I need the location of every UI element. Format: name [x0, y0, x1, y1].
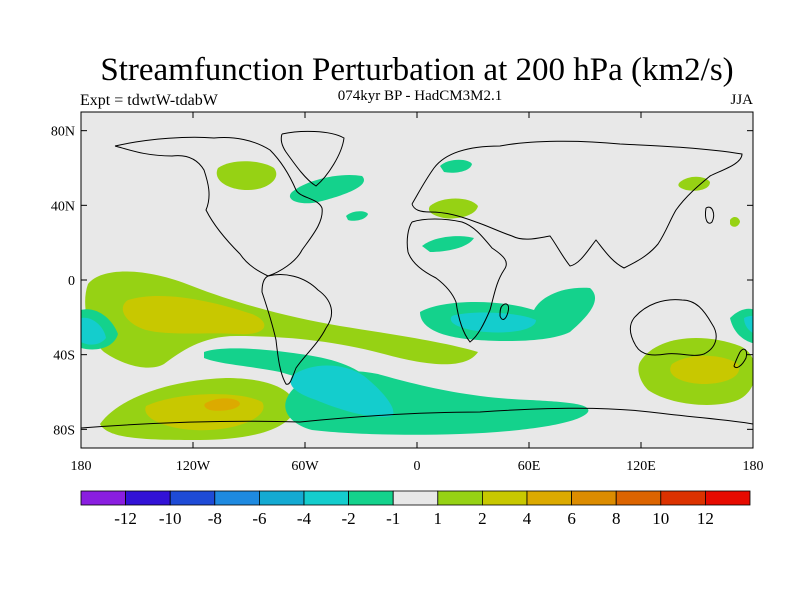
coastline-new-zealand: [733, 348, 747, 369]
x-tick-label: 120E: [626, 459, 656, 474]
colorbar-swatch: [214, 490, 260, 506]
colorbar-swatch: [526, 490, 572, 506]
anomaly-region-north-africa: [422, 236, 474, 252]
coastline-africa: [406, 218, 507, 343]
anomaly-region-pacific-island: [730, 216, 740, 227]
anomaly-region-southwest-atlantic: [290, 365, 394, 417]
anomaly-region-south-pacific-max: [204, 398, 240, 411]
colorbar-swatch: [258, 490, 305, 506]
chart-title: Streamfunction Perturbation at 200 hPa (…: [100, 52, 734, 88]
coastline-north-america: [114, 136, 323, 277]
colorbar-swatch: [660, 490, 706, 506]
colorbar-swatch: [571, 490, 617, 506]
coastline-australia: [629, 299, 717, 356]
colorbar-label: 10: [652, 509, 669, 528]
anomaly-region-mid-atlantic: [346, 211, 368, 221]
anomaly-region-scandinavia: [440, 159, 472, 173]
colorbar-label: 1: [434, 509, 443, 528]
colorbar-swatch: [437, 490, 483, 506]
x-tick-label: 180: [743, 459, 764, 474]
colorbar-label: -12: [114, 509, 137, 528]
colorbar-label: -4: [297, 509, 312, 528]
x-tick-label: 120W: [176, 459, 211, 474]
anomaly-region-north-atlantic: [289, 174, 364, 204]
x-tick-label: 180: [71, 459, 92, 474]
y-tick-label: 40N: [51, 199, 75, 214]
coastline-madagascar: [499, 303, 509, 320]
colorbar-swatch: [125, 490, 171, 506]
anomaly-region-australia-core: [670, 355, 740, 384]
anomaly-region-tropical-pacific: [85, 271, 478, 368]
colorbar-label: 8: [612, 509, 621, 528]
colorbar-label: -1: [386, 509, 400, 528]
colorbar-label: -2: [342, 509, 356, 528]
season-label: JJA: [730, 92, 753, 108]
colorbar-label: 2: [478, 509, 487, 528]
coastline-japan: [705, 206, 715, 224]
coastlines: [81, 130, 753, 429]
colorbar-label: 4: [523, 509, 532, 528]
colorbar-swatch: [481, 490, 528, 506]
y-tick-label: 40S: [53, 349, 75, 364]
colorbar-label: -6: [252, 509, 266, 528]
colorbar-label: -8: [208, 509, 222, 528]
anomaly-region-western-pacific-core: [81, 317, 106, 345]
colorbar-label: -10: [159, 509, 182, 528]
colorbar-swatch: [392, 490, 439, 506]
x-tick-label: 60W: [291, 459, 319, 474]
anomaly-contours: [81, 159, 753, 440]
colorbar: -12 -10 -8 -6 -4 -2 -1 1 2 4 6 8 10 12: [80, 490, 751, 528]
anomaly-region-greenland: [216, 161, 277, 190]
coastline-antarctica: [81, 407, 753, 429]
x-tick-label: 60E: [518, 459, 541, 474]
x-tick-label: 0: [414, 459, 421, 474]
anomaly-region-eastern-edge-core: [744, 315, 753, 334]
coastline-south-america: [261, 274, 333, 385]
coastline-greenland: [280, 130, 345, 187]
y-tick-label: 80N: [51, 125, 75, 140]
colorbar-swatch: [80, 490, 126, 506]
coastline-eurasia: [411, 140, 743, 269]
anomaly-region-tropical-pacific-core: [122, 295, 265, 335]
colorbar-swatch: [705, 490, 751, 506]
experiment-label: Expt = tdwtW-tdabW: [80, 92, 218, 109]
colorbar-swatch: [169, 490, 216, 506]
colorbar-swatch: [348, 490, 394, 506]
colorbar-swatch: [615, 490, 662, 506]
colorbar-label: 6: [567, 509, 576, 528]
y-tick-label: 0: [68, 274, 75, 289]
y-tick-label: 80S: [53, 423, 75, 438]
colorbar-swatch: [303, 490, 349, 506]
anomaly-region-indian-ocean-core: [450, 312, 536, 333]
axis-ticks: 80N 40N 0 40S 80S 180 120W 60W 0 60E 120E 180: [51, 112, 764, 474]
model-label: 074kyr BP - HadCM3M2.1: [337, 88, 503, 104]
anomaly-region-east-asia: [678, 176, 710, 191]
colorbar-label: 12: [697, 509, 714, 528]
anomaly-region-europe: [428, 198, 478, 219]
